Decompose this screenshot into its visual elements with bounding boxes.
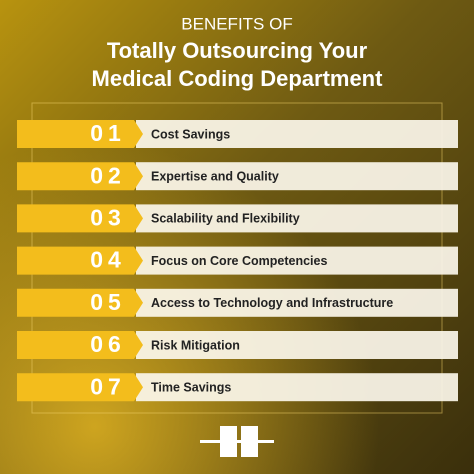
number-badge xyxy=(17,162,143,191)
number-badge xyxy=(17,120,143,148)
number-badge xyxy=(17,373,143,402)
benefit-label: Risk Mitigation xyxy=(151,338,240,352)
benefit-number: 05 xyxy=(90,289,126,315)
kicker: BENEFITS OF xyxy=(181,14,292,33)
benefit-number: 07 xyxy=(90,373,126,399)
number-badge xyxy=(17,204,143,233)
benefit-row: 02 Expertise and Quality xyxy=(17,162,458,191)
benefit-row: 03 Scalability and Flexibility xyxy=(17,204,458,233)
benefit-label: Expertise and Quality xyxy=(151,169,279,183)
benefit-label: Access to Technology and Infrastructure xyxy=(151,296,393,310)
benefit-number: 02 xyxy=(90,162,126,188)
benefit-row: 01 Cost Savings xyxy=(17,120,458,148)
logo-block xyxy=(220,426,237,440)
number-badge xyxy=(17,331,143,359)
benefit-list: 01 Cost Savings 02 Expertise and Quality 03 S… xyxy=(17,120,458,402)
logo-block xyxy=(241,443,258,457)
title-line: Totally Outsourcing Your xyxy=(107,38,368,63)
number-badge xyxy=(17,288,143,317)
label-bar xyxy=(136,331,458,359)
title-line: Medical Coding Department xyxy=(92,66,384,91)
benefit-number: 06 xyxy=(90,331,126,357)
label-bar xyxy=(136,120,458,148)
label-bar xyxy=(136,204,458,233)
benefit-row: 04 Focus on Core Competencies xyxy=(17,246,458,275)
number-badge xyxy=(17,246,143,275)
benefit-label: Time Savings xyxy=(151,380,231,394)
benefit-label: Cost Savings xyxy=(151,127,230,141)
logo-block xyxy=(220,443,237,457)
label-bar xyxy=(136,162,458,191)
benefit-row: 07 Time Savings xyxy=(17,373,458,402)
logo xyxy=(200,426,274,457)
benefit-label: Scalability and Flexibility xyxy=(151,212,300,226)
label-bar xyxy=(136,288,458,317)
logo-bar xyxy=(200,440,274,443)
label-bar xyxy=(136,246,458,275)
benefit-number: 01 xyxy=(90,120,126,146)
benefit-row: 06 Risk Mitigation xyxy=(17,331,458,359)
benefit-number: 04 xyxy=(90,247,126,273)
benefit-row: 05 Access to Technology and Infrastructur… xyxy=(17,288,458,317)
benefit-number: 03 xyxy=(90,204,126,230)
benefit-label: Focus on Core Competencies xyxy=(151,254,327,268)
label-bar xyxy=(136,373,458,402)
logo-block xyxy=(241,426,258,440)
